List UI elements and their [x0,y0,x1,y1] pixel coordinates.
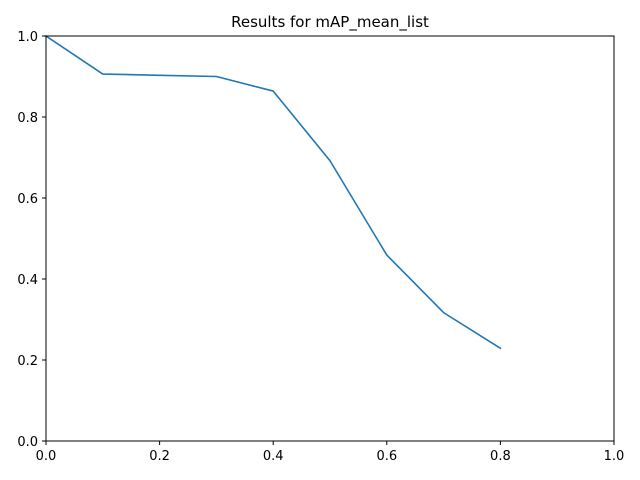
y-tick-label: 0.4 [17,273,38,288]
y-tick-label: 0.8 [17,111,38,126]
x-tick-label: 0.6 [376,449,397,464]
plot-area: 0.0 0.2 0.4 0.6 0.8 1.0 0.0 0.2 0.4 0.6 0.8 1.0 [17,30,624,464]
x-tick-label: 0.2 [149,449,170,464]
x-tick-label: 0.0 [36,449,57,464]
x-tick-label: 1.0 [604,449,625,464]
chart-title: Results for mAP_mean_list [231,13,429,32]
y-tick-label: 1.0 [17,30,38,45]
y-tick-label: 0.0 [17,435,38,450]
series-line-0 [44,34,502,350]
x-tick-label: 0.8 [490,449,511,464]
axes-frame [45,35,615,442]
x-tick-label: 0.4 [263,449,284,464]
y-tick-label: 0.2 [17,354,38,369]
y-tick-label: 0.6 [17,192,38,207]
